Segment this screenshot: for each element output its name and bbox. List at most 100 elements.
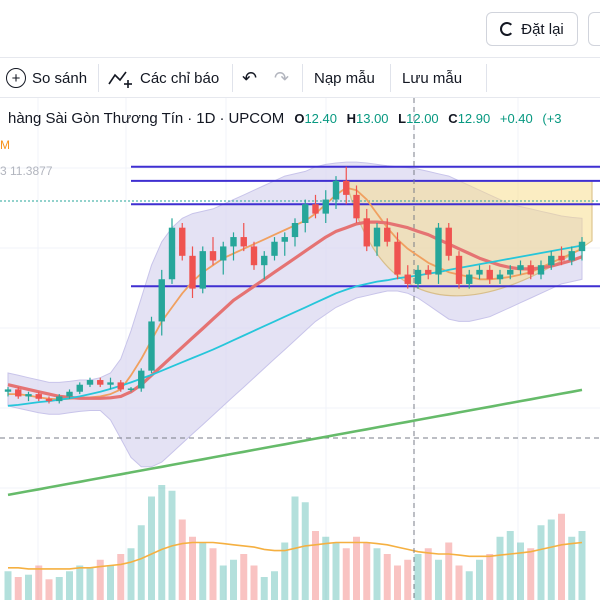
low-key: L (398, 110, 407, 126)
candle-body (476, 269, 483, 275)
load-template-button[interactable]: Nạp mẫu (314, 58, 375, 98)
candle-body (86, 380, 94, 385)
candle-body (148, 321, 155, 371)
reset-icon (500, 22, 515, 36)
candle-body (302, 204, 309, 223)
candle-body (404, 274, 411, 284)
volume-bar (260, 577, 268, 600)
volume-bar (4, 571, 12, 600)
volume-bar (353, 536, 360, 600)
volume-bar (271, 571, 278, 600)
candle-body (230, 237, 237, 247)
volume-bar (117, 554, 125, 600)
volume-bar (14, 577, 22, 600)
candle-body (168, 227, 176, 280)
overflow-button[interactable] (588, 12, 600, 46)
candle-body (117, 382, 124, 390)
volume-bar (96, 559, 104, 600)
volume-bar (127, 548, 135, 600)
candle-body (527, 265, 534, 275)
volume-bar (404, 559, 412, 600)
symbol-legend: hàng Sài Gòn Thương Tín · 1D · UPCOM O12… (0, 106, 600, 130)
volume-bar (455, 565, 463, 600)
redo-icon: ↷ (274, 67, 290, 88)
volume-bar (209, 548, 217, 600)
candle-body (4, 389, 12, 392)
redo-button[interactable]: ↷ (274, 58, 289, 98)
save-template-button[interactable]: Lưu mẫu (402, 58, 462, 98)
change-percent: (+3 (542, 110, 562, 126)
volume-bar (281, 542, 289, 600)
volume-bar (199, 542, 207, 600)
symbol-name[interactable]: hàng Sài Gòn Thương Tín (8, 109, 184, 127)
compare-button[interactable]: + So sánh (6, 58, 87, 98)
volume-bar (137, 525, 145, 600)
toolbar-divider (98, 64, 99, 92)
volume-bar (45, 579, 53, 600)
price-chart[interactable] (0, 98, 600, 600)
volume-bar (517, 542, 524, 600)
candlesticks (4, 166, 586, 404)
volume-bar (465, 571, 473, 600)
indicators-button[interactable]: Các chỉ báo (108, 58, 219, 98)
candle-body (353, 194, 360, 219)
candle-body (373, 227, 381, 247)
toolbar-divider (232, 64, 233, 92)
candle-body (220, 246, 227, 261)
volume-bar (250, 565, 258, 600)
candle-body (425, 269, 432, 275)
exchange-label: UPCOM (228, 109, 285, 127)
volume-bar (435, 559, 442, 600)
volume-bar (578, 531, 586, 600)
volume-bar (86, 567, 94, 600)
candle-body (414, 269, 422, 284)
undo-icon: ↶ (242, 67, 258, 88)
volume-bar (178, 519, 186, 600)
candle-body (76, 384, 83, 392)
candle-body (189, 255, 196, 289)
indicator-legend-1: M (0, 138, 10, 152)
horizontal-lines (131, 165, 600, 288)
volume-bar (301, 502, 309, 600)
candle-body (261, 255, 268, 266)
undo-button[interactable]: ↶ (242, 58, 257, 98)
toolbar-divider (302, 64, 303, 92)
volume-bar (107, 565, 114, 600)
moving-average-line (7, 220, 583, 400)
load-template-label: Nạp mẫu (314, 69, 375, 87)
candle-body (291, 223, 299, 238)
candle-body (56, 396, 63, 402)
candle-body (35, 394, 42, 399)
reset-button[interactable]: Đặt lại (486, 12, 578, 46)
candle-body (486, 269, 493, 280)
candle-body (507, 269, 514, 275)
compare-label: So sánh (32, 69, 88, 87)
reset-label: Đặt lại (521, 20, 564, 38)
moving-average-line (7, 244, 583, 407)
volume-bar (148, 496, 155, 600)
volume-bar (240, 554, 248, 600)
candle-body (558, 255, 565, 261)
interval-label[interactable]: 1D (196, 109, 216, 127)
volume-bar (506, 531, 514, 600)
candle-body (138, 370, 145, 389)
volume-bar (496, 536, 504, 600)
volume-bar (414, 554, 422, 600)
toolbar-divider (486, 64, 487, 92)
volume-bars (4, 485, 586, 600)
volume-bar (342, 548, 350, 600)
candle-body (97, 380, 104, 385)
volume-bar (537, 525, 545, 600)
volume-bar (476, 559, 483, 600)
volume-bar (445, 542, 453, 600)
volume-bar (332, 542, 340, 600)
candle-body (568, 251, 575, 261)
candle-body (322, 199, 329, 214)
candle-body (158, 279, 165, 322)
legend-separator: · (187, 109, 193, 127)
candle-body (107, 382, 114, 385)
volume-bar (76, 565, 84, 600)
candle-body (496, 274, 504, 280)
change-value: +0.40 (499, 110, 533, 126)
volume-bar (363, 542, 371, 600)
